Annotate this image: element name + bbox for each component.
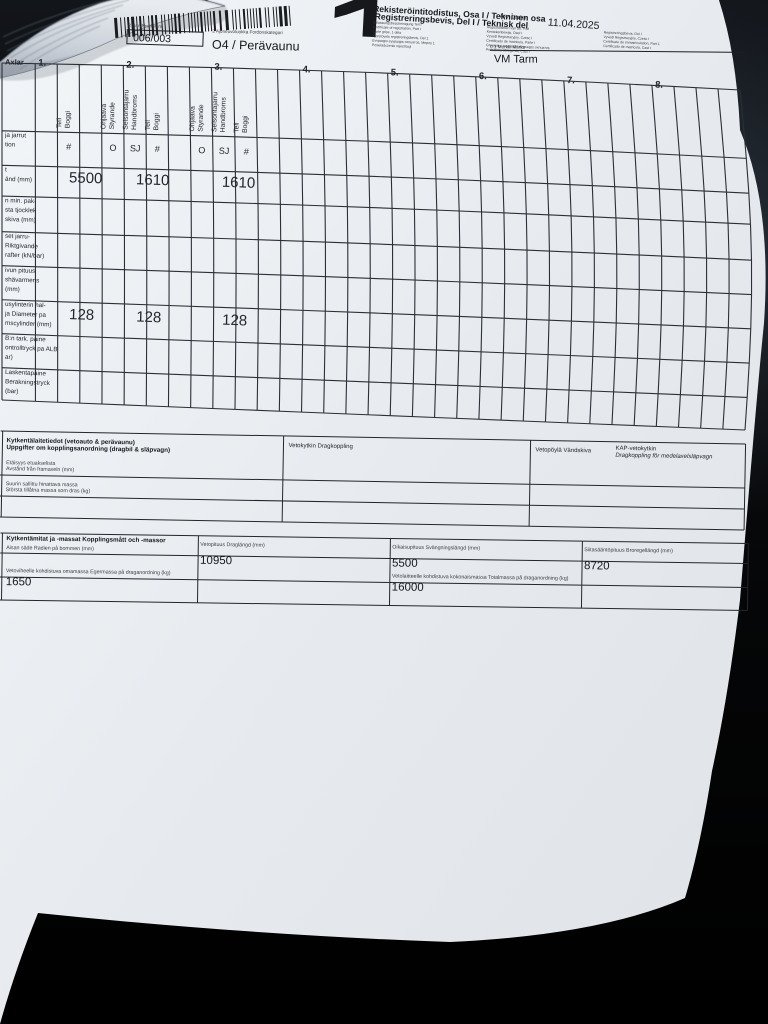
svg-text:Teli: Teli <box>145 119 152 130</box>
svg-text:skiva (mm): skiva (mm) <box>5 216 36 224</box>
svg-text:10950: 10950 <box>200 555 232 567</box>
svg-text:rafter (kN/bar): rafter (kN/bar) <box>5 252 44 260</box>
svg-text:ja jarrut: ja jarrut <box>4 132 26 140</box>
svg-text:Avstånd från framaxeln (mm): Avstånd från framaxeln (mm) <box>6 465 75 473</box>
svg-text:1.: 1. <box>38 58 46 69</box>
svg-text:usylinterin hal-: usylinterin hal- <box>5 301 46 309</box>
svg-text:#: # <box>155 144 160 154</box>
svg-text:128: 128 <box>222 312 248 330</box>
svg-text:ar): ar) <box>5 354 13 361</box>
svg-text:5500: 5500 <box>392 557 418 569</box>
svg-text:Seisontajarru: Seisontajarru <box>123 89 131 129</box>
svg-text:5500: 5500 <box>69 169 103 187</box>
svg-text:KAP-vetokytkin: KAP-vetokytkin <box>615 446 656 453</box>
svg-text:1610: 1610 <box>136 171 170 189</box>
svg-text:Styrande: Styrande <box>109 102 117 130</box>
svg-text:8720: 8720 <box>584 560 610 572</box>
svg-text:1650: 1650 <box>6 576 32 588</box>
svg-text:Axlar: Axlar <box>5 57 24 66</box>
svg-text:4.: 4. <box>302 64 310 75</box>
svg-text:Riktgivande: Riktgivande <box>5 242 39 250</box>
svg-text:#: # <box>244 147 249 157</box>
svg-text:tion: tion <box>5 141 16 148</box>
svg-text:Styrande: Styrande <box>198 104 206 132</box>
svg-text:shävarmens: shävarmens <box>5 276 40 284</box>
svg-text:Vetopituus Draglängd (mm): Vetopituus Draglängd (mm) <box>200 542 265 549</box>
svg-text:sta tjocklek: sta tjocklek <box>5 207 37 215</box>
svg-text:Vetokytkin Dragkoppling: Vetokytkin Dragkoppling <box>288 443 352 450</box>
svg-text:Handbroms: Handbroms <box>220 97 228 133</box>
svg-text:#: # <box>66 142 71 152</box>
svg-text:Teli: Teli <box>56 117 63 128</box>
svg-text:Ohjaava: Ohjaava <box>189 106 197 132</box>
svg-text:128: 128 <box>69 306 95 324</box>
svg-text:set jarru-: set jarru- <box>5 233 30 241</box>
svg-text:006/003: 006/003 <box>133 32 171 45</box>
svg-text:B:n tark. paine: B:n tark. paine <box>5 335 46 344</box>
svg-text:O: O <box>198 145 205 155</box>
svg-text:Boggi: Boggi <box>242 115 250 133</box>
svg-text:Handbroms: Handbroms <box>131 94 139 130</box>
svg-text:(mm): (mm) <box>5 286 20 293</box>
svg-text:128: 128 <box>136 309 162 327</box>
svg-text:5.: 5. <box>390 67 398 78</box>
svg-text:Siitasääntöpituus Broregelläng: Siitasääntöpituus Broregellängd (mm) <box>584 547 673 554</box>
svg-text:O: O <box>109 143 116 153</box>
svg-text:2.: 2. <box>126 60 134 71</box>
svg-text:Ohjaava: Ohjaava <box>100 104 108 130</box>
svg-text:0.1 Merkki Märke: 0.1 Merkki Märke <box>490 44 526 49</box>
svg-text:Aisan säde Radien på bommen (m: Aisan säde Radien på bommen (mm) <box>6 544 94 552</box>
svg-text:Boggi: Boggi <box>153 113 160 131</box>
svg-text:Oikaisupituus Svängningslängd: Oikaisupituus Svängningslängd (mm) <box>392 544 480 551</box>
svg-text:Teli: Teli <box>233 122 240 133</box>
svg-text:Seisontajarru: Seisontajarru <box>211 92 219 132</box>
svg-text:O4 / Perävaunu: O4 / Perävaunu <box>212 38 300 54</box>
svg-text:ivun pituus: ivun pituus <box>5 267 35 275</box>
svg-text:ja Diameter pa: ja Diameter pa <box>4 310 47 318</box>
svg-text:n min. pak-: n min. pak- <box>5 197 36 205</box>
svg-text:6.: 6. <box>479 71 487 82</box>
svg-text:änd (mm): änd (mm) <box>5 176 32 184</box>
svg-text:Boggi: Boggi <box>65 110 72 128</box>
svg-text:8.: 8. <box>655 80 664 91</box>
svg-text:Vetopöylä Vändskiva: Vetopöylä Vändskiva <box>535 447 591 454</box>
svg-text:3.: 3. <box>214 62 222 73</box>
svg-text:SJ: SJ <box>219 146 230 156</box>
svg-text:16000: 16000 <box>392 581 424 593</box>
svg-text:7.: 7. <box>567 75 575 86</box>
svg-text:VM Tarm: VM Tarm <box>494 53 538 66</box>
svg-text:SJ: SJ <box>130 143 141 153</box>
svg-text:1610: 1610 <box>222 174 256 192</box>
svg-text:(bar): (bar) <box>5 388 19 396</box>
